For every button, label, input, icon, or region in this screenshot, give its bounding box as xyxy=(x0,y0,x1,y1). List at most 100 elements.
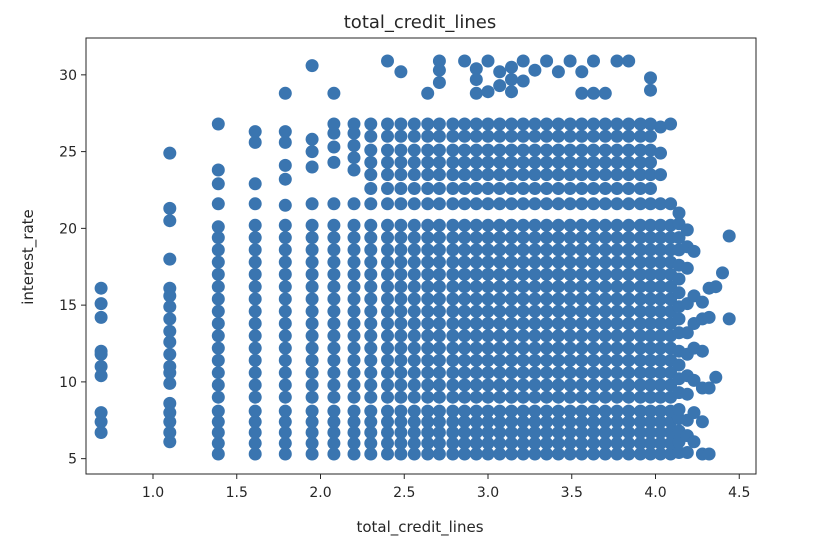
scatter-point xyxy=(432,317,446,330)
scatter-point xyxy=(516,292,530,306)
scatter-point xyxy=(622,255,636,269)
scatter-point xyxy=(575,255,589,269)
scatter-point xyxy=(446,447,460,461)
scatter-point xyxy=(163,214,177,228)
scatter-point xyxy=(563,243,577,257)
scatter-point xyxy=(327,366,341,380)
scatter-point xyxy=(327,117,341,131)
scatter-point xyxy=(394,129,408,143)
scatter-point xyxy=(672,312,686,326)
scatter-point xyxy=(575,267,589,281)
scatter-point xyxy=(394,447,408,461)
scatter-point xyxy=(528,404,542,418)
scatter-point xyxy=(563,129,577,143)
scatter-point xyxy=(407,341,421,355)
scatter-point xyxy=(469,155,483,169)
scatter-point xyxy=(407,378,421,392)
scatter-point xyxy=(622,378,636,392)
x-tick-label: 2.0 xyxy=(309,485,331,501)
scatter-point xyxy=(163,435,177,449)
scatter-point xyxy=(469,390,483,404)
scatter-point xyxy=(644,71,657,85)
scatter-point xyxy=(598,366,612,380)
scatter-point xyxy=(633,168,647,182)
scatter-point xyxy=(610,280,624,294)
scatter-point xyxy=(687,244,701,258)
scatter-point xyxy=(381,329,394,343)
scatter-point xyxy=(528,143,542,157)
scatter-point xyxy=(622,129,636,143)
scatter-point xyxy=(695,344,709,358)
scatter-point xyxy=(505,231,518,245)
scatter-point xyxy=(587,436,600,450)
scatter-point xyxy=(421,436,435,450)
scatter-point xyxy=(505,436,518,450)
scatter-point xyxy=(654,390,667,404)
scatter-point xyxy=(493,366,507,380)
scatter-point xyxy=(278,198,292,212)
scatter-point xyxy=(505,447,518,461)
scatter-point xyxy=(654,436,667,450)
scatter-point xyxy=(610,54,624,68)
scatter-point xyxy=(516,317,530,330)
scatter-point xyxy=(505,143,518,157)
scatter-point xyxy=(481,280,495,294)
scatter-point xyxy=(551,415,565,429)
scatter-point xyxy=(481,54,495,68)
scatter-point xyxy=(481,404,495,418)
scatter-point xyxy=(364,292,378,306)
scatter-point xyxy=(163,300,177,314)
scatter-point xyxy=(347,126,361,140)
scatter-point xyxy=(381,436,394,450)
scatter-point xyxy=(364,353,378,367)
scatter-point xyxy=(327,267,341,281)
scatter-point xyxy=(407,292,421,306)
scatter-point xyxy=(432,129,446,143)
scatter-point xyxy=(610,292,624,306)
scatter-point xyxy=(610,197,624,211)
scatter-point xyxy=(551,426,565,439)
scatter-point xyxy=(610,155,624,169)
scatter-point xyxy=(516,168,530,182)
scatter-point xyxy=(211,329,225,343)
scatter-point xyxy=(394,436,408,450)
scatter-point xyxy=(540,341,554,355)
scatter-point xyxy=(493,404,507,418)
scatter-point xyxy=(563,292,577,306)
scatter-point xyxy=(248,390,262,404)
scatter-point xyxy=(327,426,341,439)
scatter-point xyxy=(458,231,472,245)
scatter-point xyxy=(94,369,108,383)
scatter-point xyxy=(644,366,657,380)
scatter-point xyxy=(248,243,262,257)
scatter-point xyxy=(551,341,565,355)
scatter-point xyxy=(469,143,483,157)
scatter-point xyxy=(248,341,262,355)
scatter-point xyxy=(407,218,421,232)
y-tick-label: 30 xyxy=(59,68,77,84)
scatter-point xyxy=(458,143,472,157)
scatter-point xyxy=(364,378,378,392)
scatter-point xyxy=(211,447,225,461)
scatter-point xyxy=(622,317,636,330)
scatter-point xyxy=(481,415,495,429)
scatter-point xyxy=(381,182,394,195)
scatter-point xyxy=(469,218,483,232)
scatter-point xyxy=(654,304,667,318)
scatter-point xyxy=(654,243,667,257)
scatter-point xyxy=(432,117,446,131)
scatter-point xyxy=(432,436,446,450)
scatter-point xyxy=(481,231,495,245)
scatter-point xyxy=(446,168,460,182)
scatter-point xyxy=(633,143,647,157)
scatter-point xyxy=(327,231,341,245)
scatter-point xyxy=(381,218,394,232)
scatter-point xyxy=(469,182,483,195)
scatter-point xyxy=(305,341,319,355)
scatter-point xyxy=(493,304,507,318)
scatter-point xyxy=(481,353,495,367)
scatter-point xyxy=(505,329,518,343)
scatter-point xyxy=(432,255,446,269)
scatter-point xyxy=(347,341,361,355)
scatter-point xyxy=(516,243,530,257)
